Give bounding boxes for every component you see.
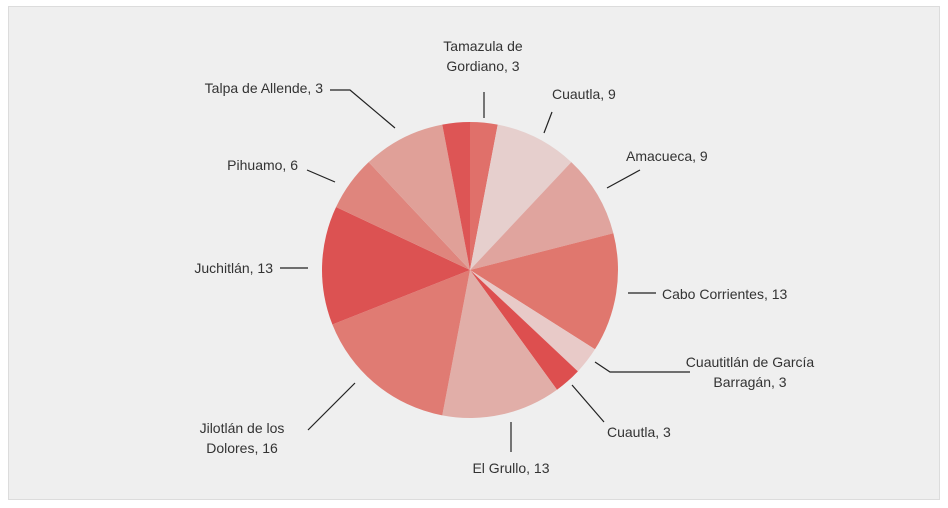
pie-slice <box>470 270 595 372</box>
pie-slice <box>322 206 470 325</box>
leader-line <box>306 169 336 183</box>
pie-slice <box>470 233 618 350</box>
slice-label: Juchitlán, 13 <box>194 260 273 276</box>
slice-label: Cabo Corrientes, 13 <box>662 286 788 302</box>
slice-label: El Grullo, 13 <box>472 460 550 476</box>
pie-slice <box>470 162 614 270</box>
pie-slice <box>470 124 572 270</box>
slice-label: Talpa de Allende, 3 <box>204 80 323 96</box>
leader-line <box>594 361 690 373</box>
slice-label: Pihuamo, 6 <box>227 157 298 173</box>
pie-slice <box>442 270 557 418</box>
pie-slice <box>368 124 470 270</box>
leader-line <box>571 384 605 423</box>
pie-slice <box>336 162 470 270</box>
slice-label: Amacueca, 9 <box>626 148 708 164</box>
pie-slice <box>470 122 498 270</box>
slice-label: Cuautitlán de García Barragán, 3 <box>685 354 815 390</box>
pie-slice <box>470 270 578 390</box>
slice-label: Cuautla, 9 <box>552 86 616 102</box>
leader-line <box>543 111 553 134</box>
pie-slice <box>442 122 470 270</box>
leader-line <box>606 169 641 189</box>
leader-line <box>330 89 396 129</box>
pie-slice <box>332 270 470 416</box>
slice-label: Tamazula de Gordiano, 3 <box>443 38 523 74</box>
slice-label: Jilotlán de los Dolores, 16 <box>199 420 285 456</box>
slice-label: Cuautla, 3 <box>607 424 671 440</box>
leader-line <box>307 382 356 431</box>
